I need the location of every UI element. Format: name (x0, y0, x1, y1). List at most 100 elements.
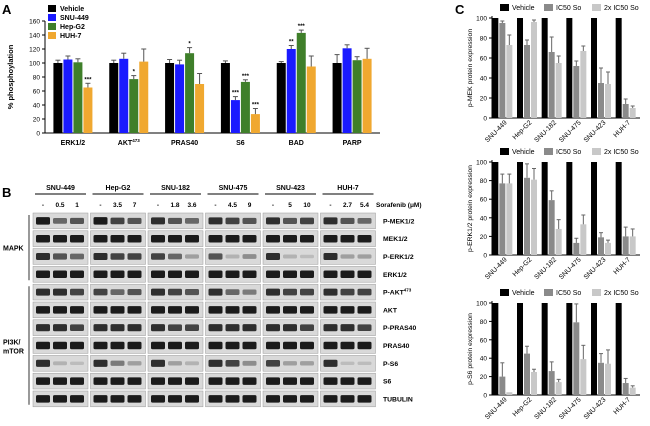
legend-swatch (500, 148, 509, 155)
protein-band (185, 234, 199, 243)
protein-band (242, 360, 257, 366)
x-tick-label: SNU-182 (533, 119, 558, 144)
protein-band (225, 234, 240, 243)
bar (276, 63, 286, 133)
protein-band (36, 234, 50, 243)
protein-band (208, 306, 223, 314)
protein-band (70, 288, 84, 296)
bar (566, 18, 573, 118)
protein-band (151, 359, 165, 367)
bar (506, 45, 513, 118)
protein-band (225, 377, 240, 385)
protein-band (168, 306, 182, 314)
protein-band (283, 254, 297, 259)
protein-band (168, 361, 182, 366)
bar (286, 49, 296, 133)
legend-label: Vehicle (512, 290, 535, 297)
protein-band (127, 395, 142, 403)
protein-band (168, 377, 182, 385)
legend-label: Hep-G2 (60, 24, 85, 31)
protein-band (70, 361, 84, 366)
x-tick-label: SNU-423 (583, 396, 608, 421)
dose-label: - (329, 202, 331, 209)
protein-band (185, 218, 199, 224)
legend-label: SNU-449 (60, 15, 89, 22)
protein-band (53, 395, 67, 403)
bar (555, 228, 562, 255)
panel-label-a: A (2, 2, 12, 17)
protein-band (357, 324, 372, 331)
bar (555, 382, 562, 395)
protein-band (242, 254, 257, 259)
protein-band (110, 234, 125, 243)
protein-band (53, 361, 67, 366)
legend-label: IC50 So (556, 149, 581, 156)
protein-band (225, 324, 240, 332)
protein-band (283, 361, 297, 366)
protein-band (300, 234, 314, 243)
legend-label: 2x IC50 So (604, 290, 639, 297)
legend-label: Vehicle (512, 5, 535, 12)
bar (139, 61, 149, 133)
protein-band (340, 270, 355, 279)
y-tick-label: 20 (33, 117, 41, 124)
protein-label: MEK1/2 (383, 236, 408, 243)
blot-strip (147, 355, 204, 372)
cell-line-label: Hep-G2 (106, 185, 131, 192)
protein-band (225, 395, 240, 403)
protein-band (357, 234, 372, 243)
bar (220, 63, 230, 133)
dose-label: 2.7 (343, 202, 352, 209)
protein-band (357, 218, 372, 224)
panel-label-c: C (455, 2, 465, 17)
x-tick-label: SNU-423 (583, 119, 608, 144)
protein-band (93, 324, 108, 332)
bar (598, 83, 604, 118)
bar (573, 66, 580, 118)
cell-line-label: SNU-475 (219, 185, 248, 192)
bar (531, 372, 537, 395)
protein-band (36, 377, 50, 385)
protein-band (340, 306, 355, 314)
protein-band (168, 253, 182, 260)
protein-band (266, 252, 280, 261)
protein-band (340, 377, 355, 385)
y-tick-label: 140 (29, 33, 40, 40)
bar (629, 108, 636, 118)
legend-swatch (48, 14, 56, 21)
y-axis-title: % phosphoylation (6, 44, 15, 109)
protein-band (208, 234, 223, 243)
protein-band (283, 217, 297, 224)
protein-label: P-AKT473 (383, 288, 412, 297)
protein-band (323, 324, 338, 332)
x-tick-label: SNU-449 (484, 396, 509, 421)
protein-band (225, 270, 240, 279)
panel-label-b: B (2, 185, 11, 200)
bar (492, 18, 499, 118)
protein-band (53, 341, 67, 350)
legend-swatch (48, 23, 56, 30)
dose-label: 0.5 (55, 202, 64, 209)
protein-band (208, 288, 223, 296)
protein-band (357, 306, 372, 314)
bar (195, 84, 205, 133)
legend-label: IC50 So (556, 5, 581, 12)
protein-band (266, 217, 280, 225)
bar (524, 177, 530, 255)
significance-mark: * (188, 42, 191, 48)
x-tick-label: Hep-G2 (512, 119, 534, 141)
blot-strip (205, 248, 261, 265)
bar (175, 64, 185, 133)
protein-band (300, 395, 314, 403)
bar (615, 303, 622, 395)
protein-band (242, 377, 257, 385)
protein-band (93, 217, 108, 225)
dose-label: 5 (288, 202, 292, 209)
protein-band (266, 324, 280, 332)
x-tick-label: Hep-G2 (512, 256, 534, 278)
bar (109, 63, 119, 133)
protein-band (225, 254, 240, 259)
bar (531, 22, 537, 118)
